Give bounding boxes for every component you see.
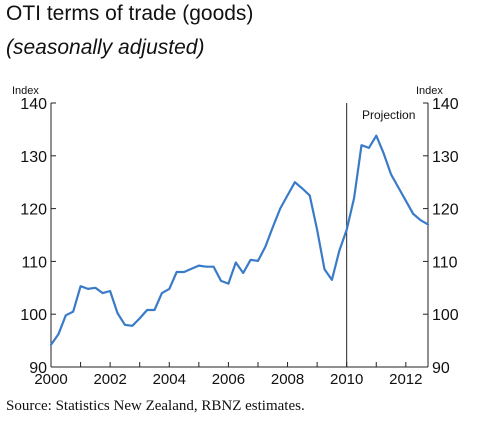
- chart-axes: [50, 103, 429, 368]
- source-note: Source: Statistics New Zealand, RBNZ est…: [6, 398, 305, 414]
- y-axis-right-label: Index: [416, 85, 443, 97]
- y-tick-label-right: 110: [432, 254, 458, 271]
- chart-title: OTI terms of trade (goods): [6, 2, 254, 25]
- y-tick-label-right: 90: [432, 360, 450, 377]
- x-tick-label: 2002: [93, 371, 126, 388]
- x-tick-label: 2000: [34, 371, 67, 388]
- x-tick-label: 2012: [389, 371, 422, 388]
- x-axis: 2000 2002 2004 2006 2008 2010 2012: [34, 362, 423, 388]
- projection-label: Projection: [362, 108, 415, 122]
- x-tick-label: 2004: [153, 371, 186, 388]
- y-axis-right: 90 100 110 120 130 140: [423, 96, 459, 377]
- chart-marks: [49, 134, 430, 346]
- y-tick-label-right: 100: [432, 307, 459, 324]
- series-line: [49, 134, 430, 346]
- y-tick-label-right: 120: [432, 202, 459, 219]
- x-tick-label: 2010: [330, 371, 363, 388]
- y-axis-left: 90 100 110 120 130 140: [20, 96, 56, 377]
- chart-subtitle: (seasonally adjusted): [6, 36, 205, 59]
- y-tick-label-right: 130: [432, 149, 459, 166]
- y-tick-label-left: 90: [29, 360, 47, 377]
- y-tick-label-left: 140: [20, 96, 47, 113]
- y-tick-label-left: 120: [20, 202, 47, 219]
- y-tick-label-left: 100: [20, 307, 47, 324]
- y-tick-label-left: 130: [20, 149, 47, 166]
- x-tick-label: 2008: [271, 371, 304, 388]
- y-axis-left-label: Index: [12, 85, 39, 97]
- y-tick-label-right: 140: [432, 96, 459, 113]
- y-tick-label-left: 110: [21, 254, 47, 271]
- x-tick-label: 2006: [212, 371, 245, 388]
